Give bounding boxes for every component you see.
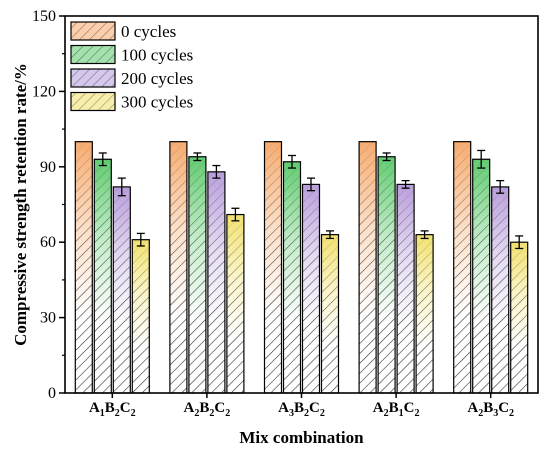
subscript: 3 bbox=[493, 408, 498, 419]
category-letter: C bbox=[214, 400, 225, 416]
y-tick-label: 90 bbox=[40, 159, 56, 176]
subscript: 2 bbox=[320, 408, 325, 419]
subscript: 2 bbox=[414, 408, 419, 419]
bar bbox=[112, 186, 131, 394]
y-tick-label: 30 bbox=[40, 310, 56, 327]
bar bbox=[301, 183, 321, 394]
subscript: 1 bbox=[100, 408, 105, 419]
bar bbox=[207, 171, 226, 394]
category-label: A2B3C2 bbox=[467, 400, 514, 419]
category-letter: A bbox=[89, 400, 100, 416]
bar bbox=[358, 141, 377, 394]
category-letter: C bbox=[498, 400, 509, 416]
legend-label: 300 cycles bbox=[121, 93, 193, 112]
category-letter: B bbox=[105, 400, 115, 416]
legend: 0 cycles 100 cycles 200 cycles 300 cycles bbox=[70, 21, 193, 112]
bar bbox=[377, 156, 396, 394]
bar bbox=[282, 161, 302, 394]
bar bbox=[263, 141, 283, 394]
legend-label: 200 cycles bbox=[121, 69, 193, 88]
bar bbox=[491, 186, 510, 394]
legend-swatch bbox=[70, 68, 116, 88]
bar bbox=[472, 158, 491, 394]
subscript: 2 bbox=[304, 408, 309, 419]
category-letter: B bbox=[389, 400, 399, 416]
bar bbox=[74, 141, 93, 394]
category-letter: A bbox=[278, 400, 289, 416]
y-tick-label: 60 bbox=[40, 234, 56, 251]
legend-swatch bbox=[70, 91, 116, 112]
subscript: 2 bbox=[115, 408, 120, 419]
subscript: 2 bbox=[131, 408, 136, 419]
category-letter: C bbox=[404, 400, 415, 416]
bar bbox=[226, 213, 245, 394]
category-label: A3B2C2 bbox=[278, 400, 325, 419]
subscript: 2 bbox=[478, 408, 483, 419]
category-label: A1B2C2 bbox=[89, 400, 136, 419]
legend-swatch bbox=[70, 21, 116, 41]
bar bbox=[93, 158, 112, 394]
subscript: 2 bbox=[225, 408, 230, 419]
y-tick-label: 0 bbox=[48, 385, 56, 402]
bar bbox=[396, 183, 415, 394]
bar bbox=[188, 156, 207, 394]
bar bbox=[453, 141, 472, 394]
bar bbox=[320, 234, 340, 394]
category-letter: C bbox=[309, 400, 320, 416]
bar bbox=[169, 141, 188, 394]
bar bbox=[510, 241, 529, 394]
legend-swatch bbox=[70, 44, 116, 65]
y-tick-label: 120 bbox=[32, 83, 56, 100]
axes-layer: A1B2C2 A2B2C2 A3B2C2 A2B1C2 A2B3C20306090120… bbox=[11, 8, 539, 447]
x-axis-title: Mix combination bbox=[239, 428, 364, 447]
subscript: 1 bbox=[399, 408, 404, 419]
category-letter: B bbox=[294, 400, 304, 416]
subscript: 2 bbox=[194, 408, 199, 419]
category-letter: B bbox=[483, 400, 493, 416]
legend-label: 100 cycles bbox=[121, 46, 193, 65]
category-letter: C bbox=[120, 400, 131, 416]
subscript: 2 bbox=[509, 408, 514, 419]
bars-layer bbox=[74, 141, 529, 394]
bar bbox=[131, 239, 150, 394]
category-label: A2B1C2 bbox=[373, 400, 420, 419]
category-letter: B bbox=[199, 400, 209, 416]
category-letter: A bbox=[467, 400, 478, 416]
category-label: A2B2C2 bbox=[184, 400, 231, 419]
subscript: 2 bbox=[384, 408, 389, 419]
y-tick-label: 150 bbox=[32, 8, 56, 25]
subscript: 3 bbox=[289, 408, 294, 419]
category-letter: A bbox=[184, 400, 195, 416]
bar bbox=[415, 234, 434, 394]
category-letter: A bbox=[373, 400, 384, 416]
subscript: 2 bbox=[209, 408, 214, 419]
legend-label: 0 cycles bbox=[121, 22, 176, 41]
y-axis-title: Compressive strength retention rate/% bbox=[11, 63, 30, 346]
